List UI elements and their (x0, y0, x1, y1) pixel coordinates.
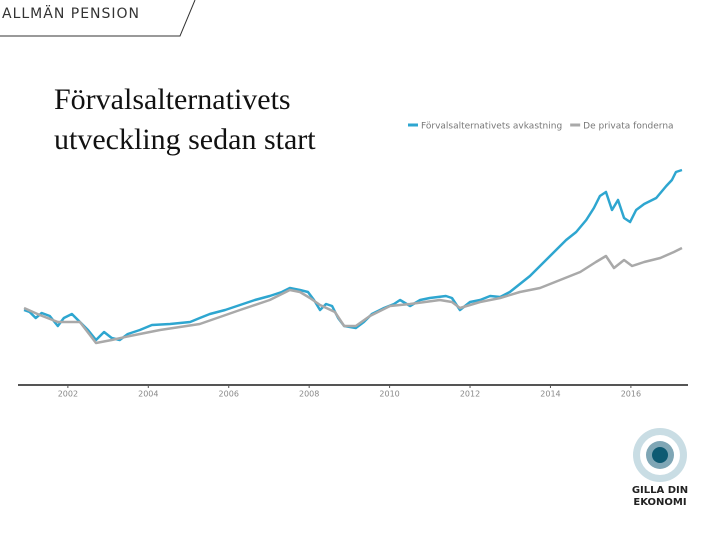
logo-text: EKONOMI (633, 497, 686, 508)
logo-center (652, 447, 668, 463)
x-tick-label: 2006 (219, 390, 239, 399)
legend-label: De privata fonderna (583, 122, 673, 132)
x-tick-label: 2002 (58, 390, 78, 399)
header-rule (0, 0, 196, 37)
logo-text: GILLA DIN (632, 485, 688, 496)
logo: GILLA DIN EKONOMI (632, 428, 688, 508)
legend-label: Förvalsalternativets avkastning (421, 122, 562, 132)
series-line (23, 168, 683, 342)
chart-title: Förvalsalternativets utveckling sedan st… (54, 83, 316, 156)
x-tick-label: 2014 (540, 390, 560, 399)
series-line (23, 246, 683, 345)
x-tick-label: 2012 (460, 390, 480, 399)
x-tick-label: 2010 (379, 390, 399, 399)
x-tick-label: 2008 (299, 390, 319, 399)
x-tick-label: 2004 (138, 390, 158, 399)
x-tick-label: 2016 (621, 390, 641, 399)
header-title: ALLMÄN PENSION (2, 6, 141, 22)
